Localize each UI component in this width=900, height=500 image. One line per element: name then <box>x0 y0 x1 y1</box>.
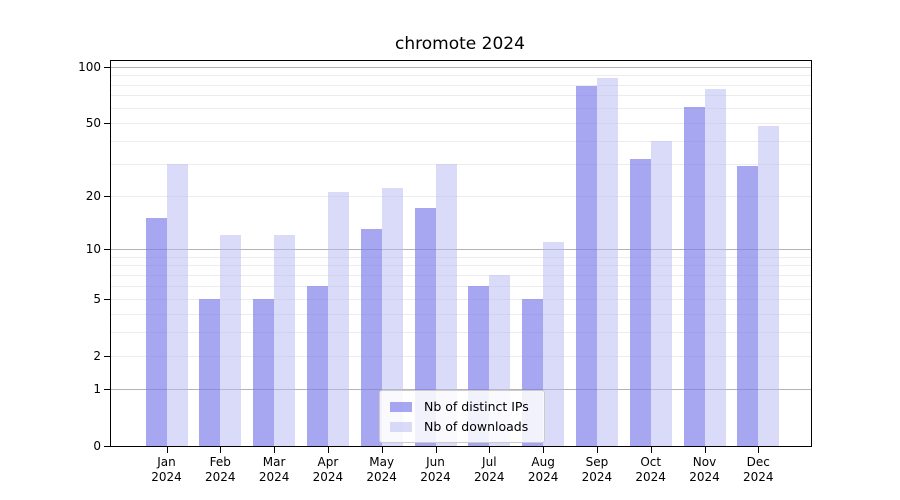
x-tick-label: Jan 2024 <box>151 455 182 484</box>
bar-downloads <box>650 140 672 446</box>
bar-distinct-ips <box>737 166 759 446</box>
y-tick-label: 20 <box>85 188 101 203</box>
y-tick <box>104 446 110 447</box>
x-tick-label: Oct 2024 <box>635 455 666 484</box>
plot-area: Nb of distinct IPs Nb of downloads 100 50… <box>78 60 812 484</box>
minor-gridline <box>111 75 811 77</box>
x-tick-label: Sep 2024 <box>581 455 613 484</box>
x-tick <box>220 447 222 453</box>
x-tick <box>650 447 652 453</box>
x-tick-label: Jul 2024 <box>474 455 505 484</box>
legend-item: Nb of downloads <box>390 418 534 435</box>
bar-downloads <box>704 88 726 446</box>
x-tick-label: Jun 2024 <box>420 455 451 484</box>
minor-gridline <box>111 95 811 97</box>
x-tick <box>274 447 276 453</box>
bar-distinct-ips <box>575 85 597 446</box>
bar-distinct-ips <box>414 208 436 446</box>
bar-downloads <box>220 235 242 446</box>
major-gridline <box>111 66 811 68</box>
x-tick <box>489 447 491 453</box>
minor-gridline <box>111 298 811 300</box>
x-tick <box>327 447 329 453</box>
minor-gridline <box>111 256 811 258</box>
y-tick-label: 5 <box>93 291 101 306</box>
y-tick <box>104 355 110 357</box>
minor-gridline <box>111 355 811 357</box>
x-tick <box>704 447 706 453</box>
y-tick-label: 2 <box>93 348 101 363</box>
y-tick <box>104 298 110 300</box>
bar-downloads <box>166 163 188 446</box>
x-tick-label: Nov 2024 <box>689 455 720 484</box>
major-gridline <box>111 248 811 250</box>
bar-distinct-ips <box>360 229 382 446</box>
bar-downloads <box>596 77 618 446</box>
bar-downloads <box>381 188 403 446</box>
legend: Nb of distinct IPs Nb of downloads <box>379 390 545 443</box>
minor-gridline <box>111 163 811 165</box>
minor-gridline <box>111 84 811 86</box>
bar-downloads <box>327 191 349 446</box>
y-tick <box>104 248 110 250</box>
y-tick-label: 50 <box>85 115 101 130</box>
y-tick-label: 1 <box>93 382 101 396</box>
chart-title: chromote 2024 <box>395 34 525 54</box>
major-gridline <box>111 389 811 390</box>
x-tick-label: May 2024 <box>366 455 397 484</box>
legend-label: Nb of distinct IPs <box>424 399 529 414</box>
legend-item: Nb of distinct IPs <box>390 398 534 415</box>
bar-downloads <box>274 235 296 446</box>
x-tick <box>596 447 598 453</box>
minor-gridline <box>111 285 811 287</box>
x-tick-label: Dec 2024 <box>743 455 774 484</box>
bar-distinct-ips <box>253 298 275 446</box>
bar-downloads <box>758 126 780 446</box>
bar-distinct-ips <box>145 218 167 446</box>
minor-gridline <box>111 195 811 197</box>
x-tick-label: Mar 2024 <box>258 455 290 484</box>
y-tick <box>104 66 110 68</box>
bar-distinct-ips <box>629 158 651 446</box>
x-tick-label: Feb 2024 <box>205 455 236 484</box>
bar-distinct-ips <box>306 286 328 446</box>
minor-gridline <box>111 122 811 124</box>
minor-gridline <box>111 265 811 267</box>
x-tick <box>543 447 545 453</box>
bar-downloads <box>543 241 565 446</box>
legend-swatch-downloads-icon <box>390 421 412 432</box>
y-tick <box>104 389 110 390</box>
legend-swatch-distinct-ips-icon <box>390 401 412 412</box>
y-tick <box>104 122 110 124</box>
minor-gridline <box>111 275 811 276</box>
x-tick <box>758 447 760 453</box>
bar-distinct-ips <box>199 298 221 446</box>
y-tick-label: 100 <box>78 59 101 74</box>
legend-label: Nb of downloads <box>424 419 529 434</box>
minor-gridline <box>111 140 811 142</box>
bar-distinct-ips <box>683 106 705 446</box>
x-tick <box>381 447 383 453</box>
y-tick-label: 10 <box>85 241 101 256</box>
bar-downloads <box>435 163 457 446</box>
minor-gridline <box>111 107 811 109</box>
x-tick <box>435 447 437 453</box>
minor-gridline <box>111 332 811 333</box>
y-tick <box>104 195 110 197</box>
x-tick-label: Aug 2024 <box>527 455 559 484</box>
minor-gridline <box>111 313 811 315</box>
x-tick-label: Apr 2024 <box>312 455 344 484</box>
y-tick-label: 0 <box>93 439 101 453</box>
x-tick <box>166 447 168 453</box>
